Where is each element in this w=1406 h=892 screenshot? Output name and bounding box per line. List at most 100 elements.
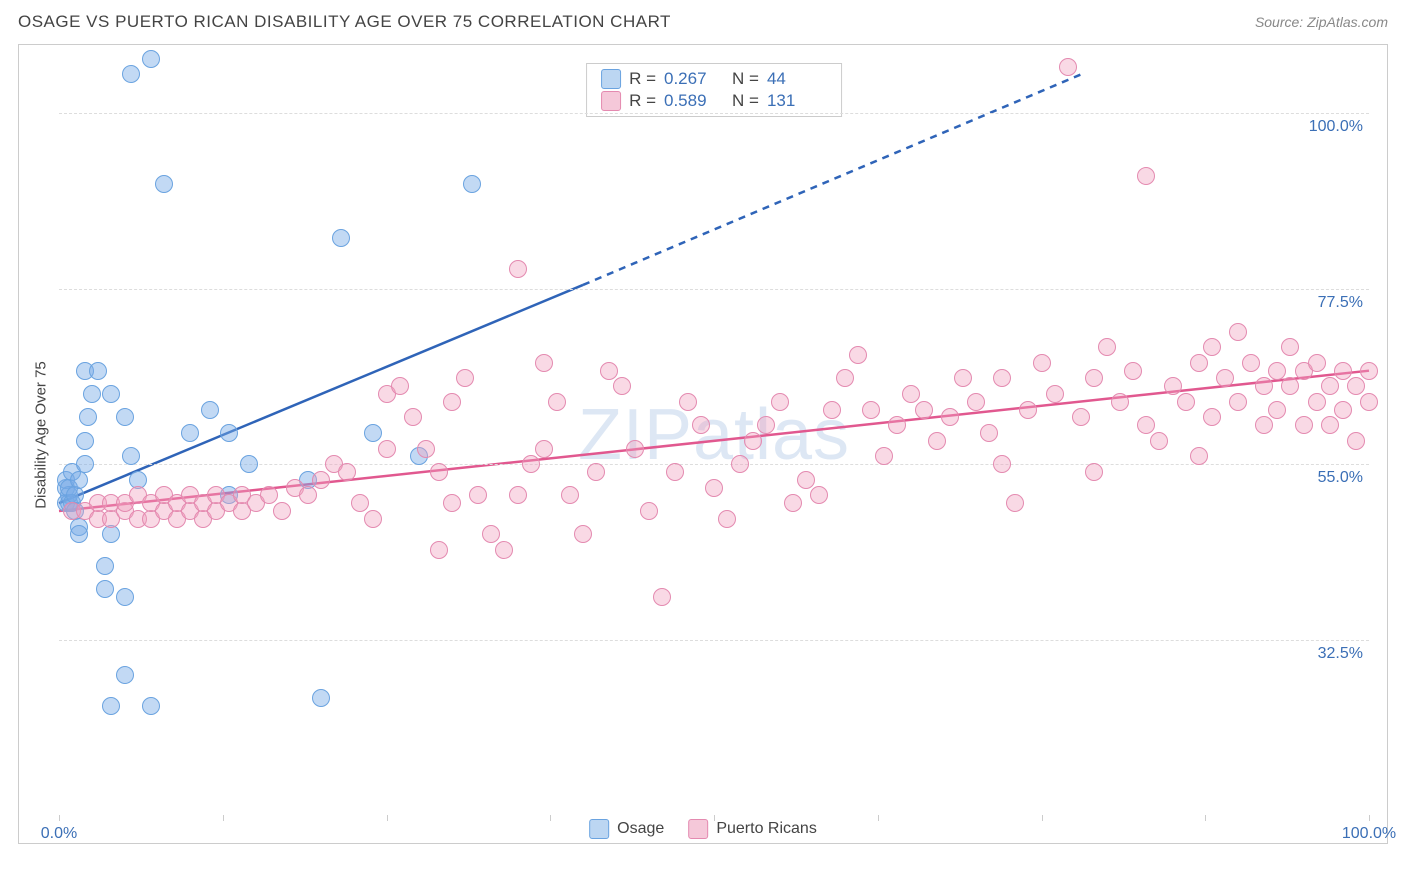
data-point <box>666 463 684 481</box>
x-tick <box>1042 815 1043 821</box>
data-point <box>364 424 382 442</box>
data-point <box>76 432 94 450</box>
data-point <box>993 369 1011 387</box>
data-point <box>875 447 893 465</box>
data-point <box>771 393 789 411</box>
chart-title: OSAGE VS PUERTO RICAN DISABILITY AGE OVE… <box>18 12 671 32</box>
data-point <box>1334 401 1352 419</box>
y-tick-label: 100.0% <box>1309 118 1363 136</box>
legend-swatch <box>688 819 708 839</box>
data-point <box>142 50 160 68</box>
data-point <box>548 393 566 411</box>
data-point <box>96 557 114 575</box>
x-tick-label: 0.0% <box>41 825 77 843</box>
correlation-legend: R =0.267N =44R =0.589N =131 <box>586 63 842 117</box>
legend-n-label: N = <box>732 69 759 89</box>
data-point <box>1347 432 1365 450</box>
data-point <box>482 525 500 543</box>
data-point <box>1308 393 1326 411</box>
data-point <box>495 541 513 559</box>
legend-bottom-label: Osage <box>617 820 664 838</box>
data-point <box>1177 393 1195 411</box>
chart-header: OSAGE VS PUERTO RICAN DISABILITY AGE OVE… <box>0 0 1406 38</box>
x-tick <box>1205 815 1206 821</box>
data-point <box>1085 463 1103 481</box>
data-point <box>653 588 671 606</box>
data-point <box>351 494 369 512</box>
x-tick <box>387 815 388 821</box>
data-point <box>312 689 330 707</box>
chart-frame: Disability Age Over 75 ZIPatlas R =0.267… <box>18 44 1388 844</box>
data-point <box>1295 416 1313 434</box>
data-point <box>155 175 173 193</box>
data-point <box>1137 167 1155 185</box>
data-point <box>404 408 422 426</box>
data-point <box>443 393 461 411</box>
data-point <box>70 525 88 543</box>
data-point <box>299 486 317 504</box>
gridline <box>59 640 1369 641</box>
x-tick <box>223 815 224 821</box>
data-point <box>1229 393 1247 411</box>
data-point <box>89 362 107 380</box>
data-point <box>443 494 461 512</box>
data-point <box>613 377 631 395</box>
data-point <box>116 408 134 426</box>
data-point <box>201 401 219 419</box>
data-point <box>102 697 120 715</box>
data-point <box>1164 377 1182 395</box>
data-point <box>980 424 998 442</box>
data-point <box>1046 385 1064 403</box>
data-point <box>1347 377 1365 395</box>
x-tick <box>59 815 60 821</box>
data-point <box>312 471 330 489</box>
data-point <box>76 455 94 473</box>
data-point <box>430 541 448 559</box>
data-point <box>1150 432 1168 450</box>
data-point <box>849 346 867 364</box>
x-tick <box>1369 815 1370 821</box>
data-point <box>1059 58 1077 76</box>
y-tick-label: 55.0% <box>1318 469 1363 487</box>
data-point <box>1137 416 1155 434</box>
legend-n-value: 44 <box>767 69 827 89</box>
data-point <box>692 416 710 434</box>
legend-swatch <box>589 819 609 839</box>
data-point <box>626 440 644 458</box>
legend-row: R =0.267N =44 <box>601 68 827 90</box>
data-point <box>679 393 697 411</box>
legend-r-label: R = <box>629 91 656 111</box>
gridline <box>59 289 1369 290</box>
data-point <box>1190 354 1208 372</box>
data-point <box>810 486 828 504</box>
data-point <box>941 408 959 426</box>
data-point <box>1281 338 1299 356</box>
data-point <box>1242 354 1260 372</box>
y-tick-label: 32.5% <box>1318 645 1363 663</box>
data-point <box>391 377 409 395</box>
data-point <box>1098 338 1116 356</box>
data-point <box>718 510 736 528</box>
data-point <box>96 580 114 598</box>
legend-swatch <box>601 91 621 111</box>
data-point <box>928 432 946 450</box>
data-point <box>1281 377 1299 395</box>
data-point <box>587 463 605 481</box>
data-point <box>535 354 553 372</box>
data-point <box>122 447 140 465</box>
legend-bottom-item: Puerto Ricans <box>688 819 817 839</box>
data-point <box>220 424 238 442</box>
legend-bottom-label: Puerto Ricans <box>716 820 817 838</box>
data-point <box>902 385 920 403</box>
x-tick <box>550 815 551 821</box>
data-point <box>116 666 134 684</box>
data-point <box>1334 362 1352 380</box>
data-point <box>1203 408 1221 426</box>
data-point <box>1360 393 1378 411</box>
data-point <box>181 424 199 442</box>
data-point <box>509 260 527 278</box>
y-axis-label: Disability Age Over 75 <box>33 361 50 509</box>
data-point <box>1255 416 1273 434</box>
data-point <box>862 401 880 419</box>
data-point <box>417 440 435 458</box>
